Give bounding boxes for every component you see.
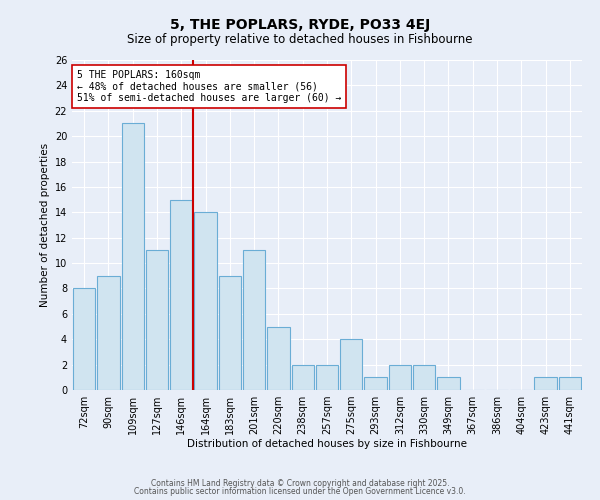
Bar (389, 364, 411, 390)
Bar (267, 326, 290, 390)
Bar (437, 378, 460, 390)
Bar (97, 276, 119, 390)
Bar (413, 364, 436, 390)
Text: Size of property relative to detached houses in Fishbourne: Size of property relative to detached ho… (127, 32, 473, 46)
Bar (364, 378, 387, 390)
Bar (559, 378, 581, 390)
Bar (146, 250, 168, 390)
Text: Contains HM Land Registry data © Crown copyright and database right 2025.: Contains HM Land Registry data © Crown c… (151, 478, 449, 488)
Bar (73, 288, 95, 390)
Text: 5 THE POPLARS: 160sqm
← 48% of detached houses are smaller (56)
51% of semi-deta: 5 THE POPLARS: 160sqm ← 48% of detached … (77, 70, 341, 103)
Bar (316, 364, 338, 390)
Bar (122, 124, 144, 390)
Bar (218, 276, 241, 390)
Bar (535, 378, 557, 390)
Bar (243, 250, 265, 390)
Bar (170, 200, 193, 390)
Text: 5, THE POPLARS, RYDE, PO33 4EJ: 5, THE POPLARS, RYDE, PO33 4EJ (170, 18, 430, 32)
X-axis label: Distribution of detached houses by size in Fishbourne: Distribution of detached houses by size … (187, 438, 467, 448)
Bar (340, 339, 362, 390)
Bar (194, 212, 217, 390)
Text: Contains public sector information licensed under the Open Government Licence v3: Contains public sector information licen… (134, 487, 466, 496)
Y-axis label: Number of detached properties: Number of detached properties (40, 143, 50, 307)
Bar (292, 364, 314, 390)
